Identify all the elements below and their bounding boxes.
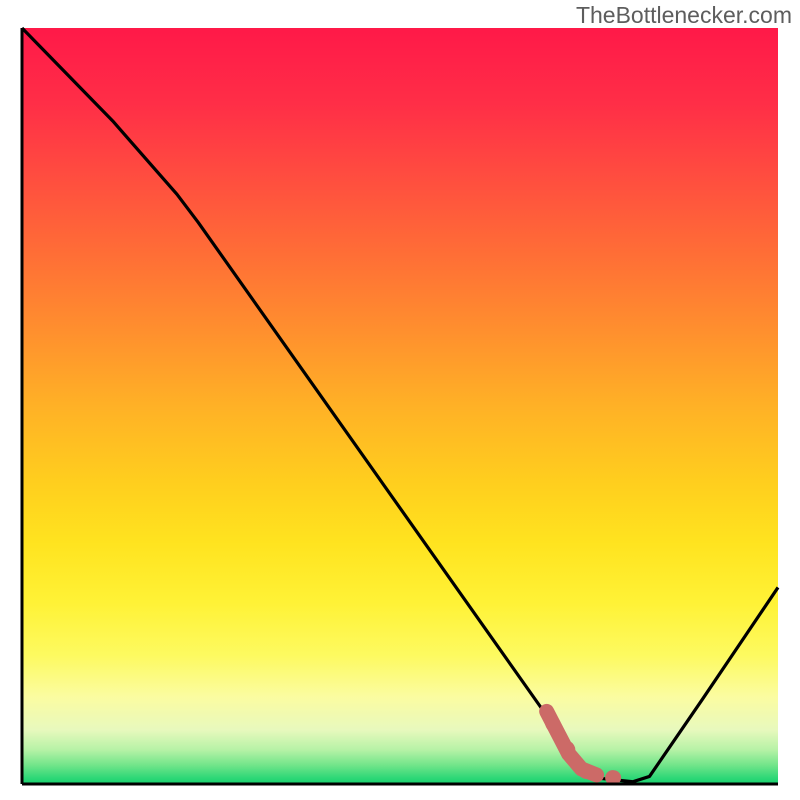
bottleneck-curve [22, 28, 778, 782]
watermark-text: TheBottlenecker.com [576, 2, 792, 29]
curve-layer [22, 28, 778, 784]
chart-panel [22, 28, 778, 784]
chart-frame: TheBottlenecker.com [0, 0, 800, 800]
